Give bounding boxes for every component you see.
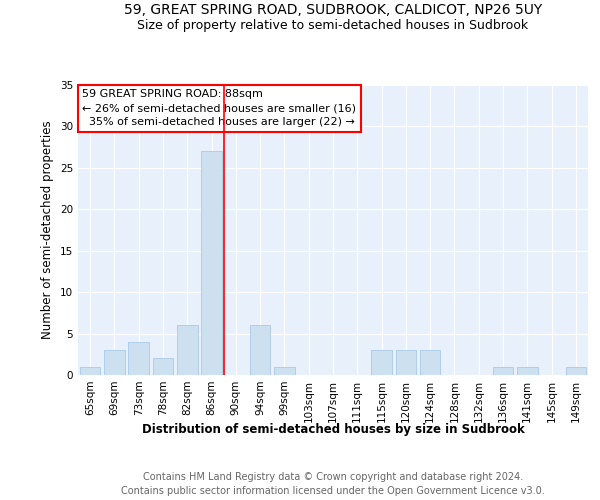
Text: 59, GREAT SPRING ROAD, SUDBROOK, CALDICOT, NP26 5UY: 59, GREAT SPRING ROAD, SUDBROOK, CALDICO… (124, 2, 542, 16)
Bar (274, 366, 295, 375)
Text: Size of property relative to semi-detached houses in Sudbrook: Size of property relative to semi-detach… (137, 18, 529, 32)
Text: 59 GREAT SPRING ROAD: 88sqm
← 26% of semi-detached houses are smaller (16)
  35%: 59 GREAT SPRING ROAD: 88sqm ← 26% of sem… (82, 89, 356, 127)
Bar (128, 342, 149, 375)
Bar (177, 326, 197, 375)
Bar (201, 152, 222, 375)
Bar (420, 350, 440, 375)
Bar (517, 366, 538, 375)
Bar (80, 366, 100, 375)
Text: Contains HM Land Registry data © Crown copyright and database right 2024.
Contai: Contains HM Land Registry data © Crown c… (121, 472, 545, 496)
Bar (371, 350, 392, 375)
Bar (152, 358, 173, 375)
Text: Distribution of semi-detached houses by size in Sudbrook: Distribution of semi-detached houses by … (142, 422, 524, 436)
Bar (493, 366, 514, 375)
Y-axis label: Number of semi-detached properties: Number of semi-detached properties (41, 120, 55, 340)
Bar (395, 350, 416, 375)
Bar (250, 326, 271, 375)
Bar (566, 366, 586, 375)
Bar (104, 350, 125, 375)
